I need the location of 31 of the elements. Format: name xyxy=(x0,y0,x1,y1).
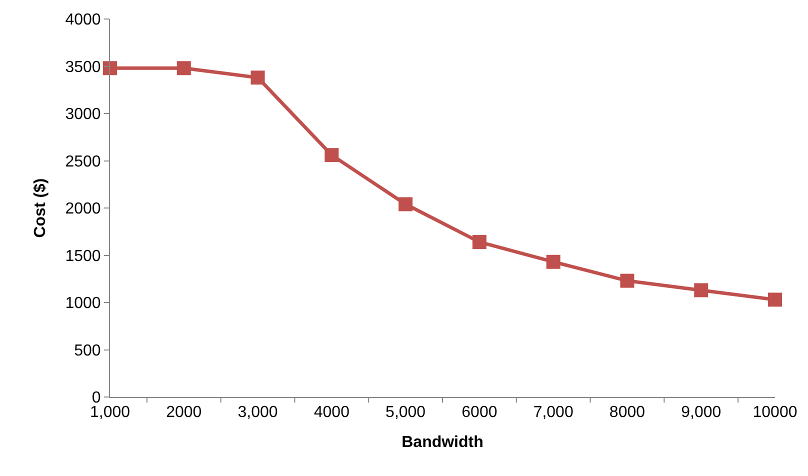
point xyxy=(176,61,191,76)
y-tick-label: 3500 xyxy=(65,58,101,76)
y-axis-title: Cost ($) xyxy=(32,178,50,238)
point xyxy=(324,148,339,162)
x-tick-label: 5,000 xyxy=(386,404,426,422)
y-tick-label: 0 xyxy=(92,390,101,407)
y-tick-label: 500 xyxy=(74,342,101,360)
point xyxy=(546,254,560,269)
point xyxy=(250,70,265,85)
point xyxy=(620,274,634,288)
point xyxy=(472,235,486,250)
y-tick-label: 2000 xyxy=(65,200,101,218)
y-tick-label: 4000 xyxy=(65,12,101,29)
y-tick-label: 3000 xyxy=(65,106,101,124)
x-tick-label: 7,000 xyxy=(533,404,574,422)
x-tick-label: 4000 xyxy=(314,404,350,422)
x-tick-label: 3,000 xyxy=(238,404,278,422)
y-tick-label: 1000 xyxy=(65,295,101,312)
point xyxy=(103,61,117,76)
point xyxy=(694,283,708,298)
point xyxy=(398,197,413,212)
point xyxy=(768,292,782,307)
x-tick-label: 10000 xyxy=(752,404,798,422)
x-tick-label: 1,000 xyxy=(90,404,130,422)
x-tick-label: 8000 xyxy=(609,404,646,422)
x-tick-label: 6000 xyxy=(462,404,498,422)
x-tick-label: 2000 xyxy=(166,404,202,422)
x-tick-label: 9,000 xyxy=(681,404,722,422)
y-tick-label: 1500 xyxy=(65,248,101,265)
y-tick-label: 2500 xyxy=(65,153,101,170)
x-axis-title: Bandwidth xyxy=(402,434,484,451)
